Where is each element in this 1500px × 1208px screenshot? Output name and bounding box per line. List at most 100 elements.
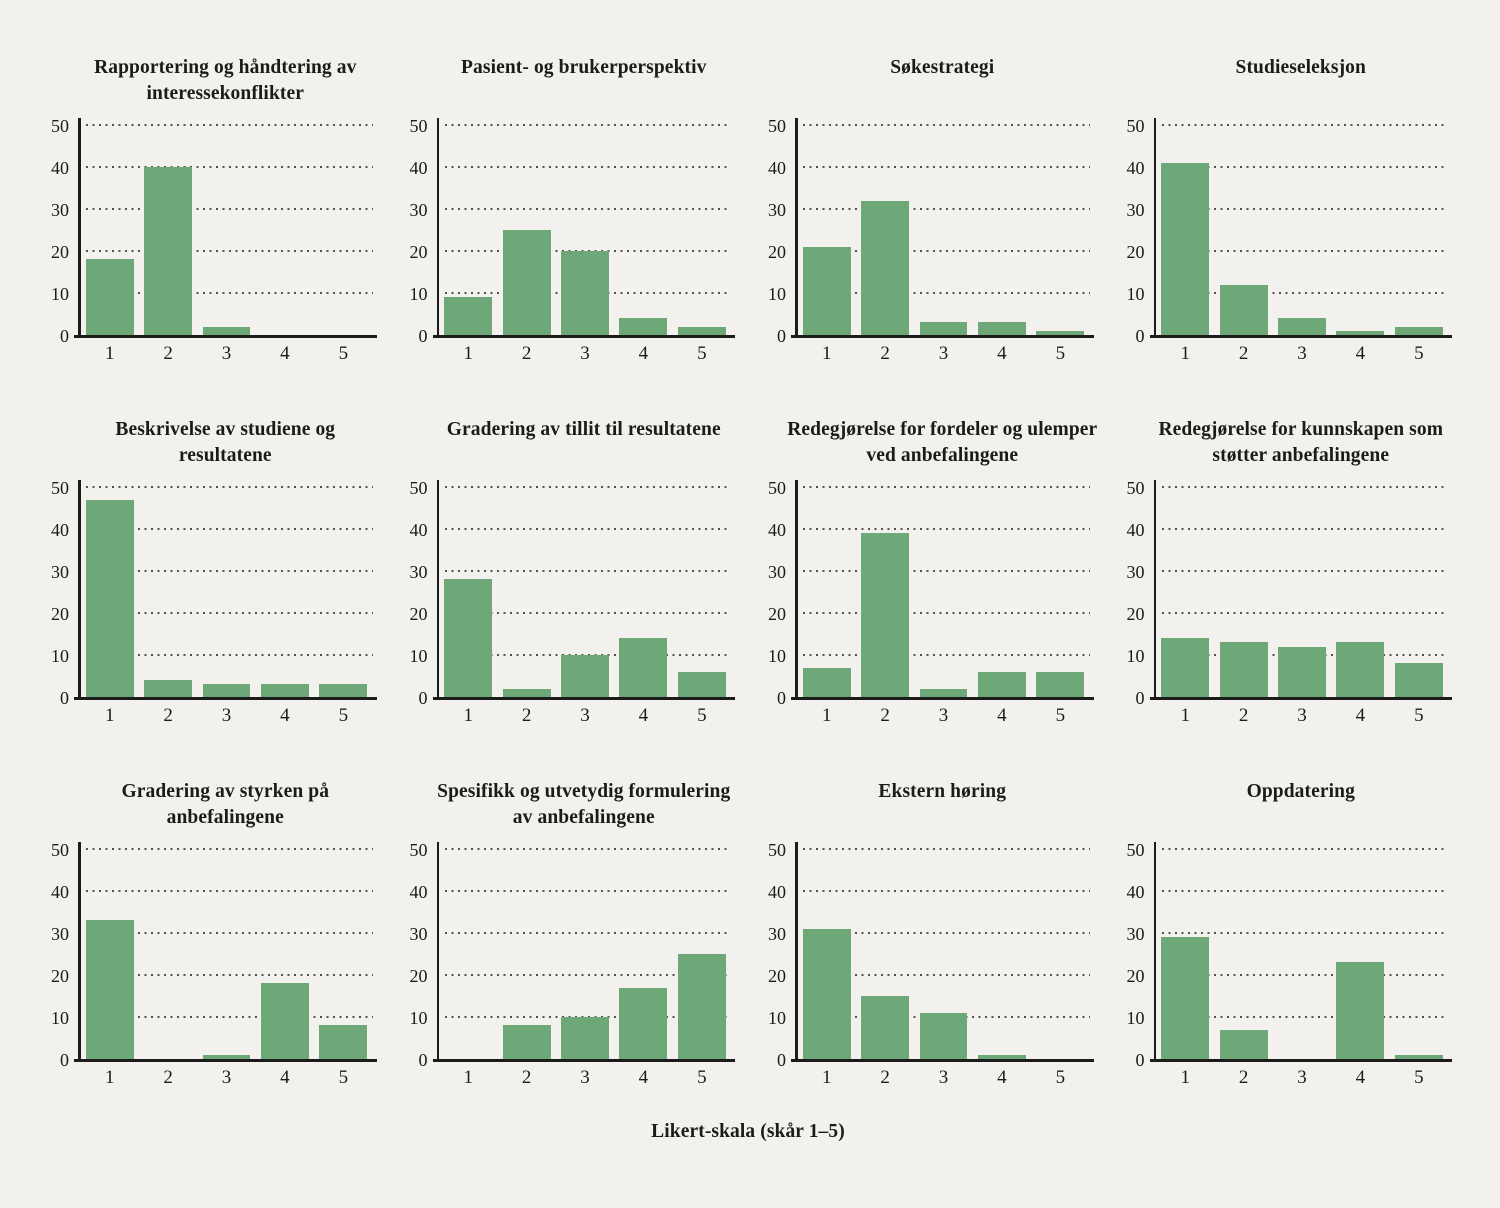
gridline [803,486,1090,488]
bar-slot [439,125,497,335]
x-tick-label: 4 [638,705,649,726]
chart-title: Redegjørelse for kunnskapen som støtter … [1158,419,1444,466]
bar [1036,671,1085,697]
y-tick-label: 0 [60,326,69,346]
plot-area [791,842,1094,1062]
bar-slot [1331,487,1389,697]
bar [1336,330,1385,335]
bars-row [798,125,1090,335]
bar-slot [197,849,255,1059]
y-tick-label: 20 [409,966,428,986]
x-tick-label: 5 [338,705,349,726]
y-tick-label: 20 [1126,604,1145,624]
bars-row [1156,487,1448,697]
bar [85,499,134,697]
x-ticks: 1 2 3 4 5 [1156,343,1448,365]
y-axis-labels: 0 10 20 30 40 50 [397,117,437,345]
x-tick-label: 2 [880,705,890,726]
x-axis-line [432,1059,735,1062]
charts-grid: Rapportering og håndtering av interessek… [38,55,1458,1089]
y-tick-label: 30 [768,562,786,582]
chart-title: Gradering av tillit til resultatene [446,419,721,440]
bar [977,671,1026,697]
gridline [86,166,373,168]
bar-slot [1031,125,1089,335]
y-axis-labels: 0 10 20 30 40 50 [38,117,78,345]
x-tick-label: 1 [463,705,473,726]
y-tick-label: 30 [51,924,69,944]
x-ticks: 1 2 3 4 5 [439,343,731,365]
bar [561,655,609,697]
y-axis-labels: 0 10 20 30 40 50 [755,479,795,707]
bar [1219,284,1268,335]
gridline [1161,292,1448,294]
bar [1219,642,1268,697]
bar-slot [673,125,731,335]
x-ticks: 1 2 3 4 5 [798,343,1090,365]
bar-chart: Oppdatering 0 10 20 30 40 50 1 2 3 4 5 [1114,779,1459,1089]
y-tick-label: 50 [409,116,428,136]
bar-chart: Ekstern høring 0 10 20 30 40 50 1 2 3 4 5 [755,779,1100,1089]
y-tick-label: 10 [768,1008,786,1028]
bar-chart: Spesifikk og utvetydig formulering av an… [397,779,742,1089]
bar [677,954,726,1059]
bar [1336,962,1385,1059]
y-tick-label: 20 [51,604,69,624]
y-tick-label: 40 [409,520,428,540]
bar [977,1054,1026,1059]
x-ticks: 1 2 3 4 5 [439,1067,731,1089]
y-tick-label: 0 [1135,688,1145,708]
plot-row: 0 10 20 30 40 50 [38,479,383,707]
plot-area [791,118,1094,338]
bar-slot [314,125,372,335]
bar-slot [197,125,255,335]
y-axis-labels: 0 10 20 30 40 50 [397,841,437,1069]
bar [85,920,134,1059]
y-tick-label: 50 [409,478,428,498]
y-tick-label: 30 [409,562,428,582]
gridline [86,932,373,934]
x-tick-label: 4 [638,1067,649,1088]
gridline [803,848,1090,850]
bar [677,671,726,697]
y-tick-label: 0 [777,326,786,346]
gridline [86,1016,373,1018]
x-tick-label: 4 [1355,1067,1366,1088]
bar-slot [1273,125,1331,335]
y-axis-line [795,118,798,335]
y-tick-label: 30 [768,200,786,220]
bar-chart: Gradering av styrken på anbefalingene 0 10… [38,779,383,1089]
bar [202,1054,251,1059]
plot-area [791,480,1094,700]
bar-slot [856,487,914,697]
x-tick-label: 2 [880,1067,890,1088]
bar-chart: Redegjørelse for fordeler og ulemper ved… [755,417,1100,727]
gridline [1161,486,1448,488]
x-tick-label: 3 [1297,1067,1307,1088]
x-tick-label: 5 [1055,343,1066,364]
plot-row: 0 10 20 30 40 50 [397,479,742,707]
bar [1394,326,1443,335]
gridline [1161,974,1448,976]
x-tick-label: 3 [221,705,232,726]
gridline [444,612,731,614]
bar-slot [556,487,614,697]
y-axis-labels: 0 10 20 30 40 50 [1114,479,1154,707]
gridline [803,124,1090,126]
y-tick-label: 40 [768,882,786,902]
plot-area [1149,842,1452,1062]
bar-slot [1156,487,1214,697]
bar-slot [139,125,197,335]
bar [1394,663,1443,697]
y-tick-label: 20 [51,966,69,986]
bar-slot [556,125,614,335]
x-tick-label: 4 [997,1067,1007,1088]
y-tick-label: 0 [418,326,428,346]
y-axis-labels: 0 10 20 30 40 50 [755,117,795,345]
plot-row: 0 10 20 30 40 50 [38,841,383,1069]
y-axis-line [78,118,81,335]
gridline [1161,932,1448,934]
plot-area [74,118,377,338]
y-tick-label: 20 [409,604,428,624]
y-tick-label: 30 [1126,200,1145,220]
